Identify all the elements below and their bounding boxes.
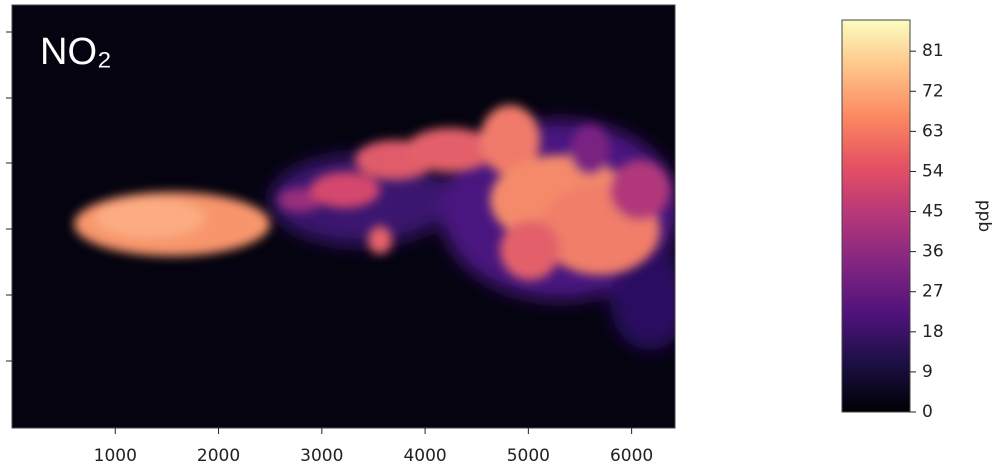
plume-field — [74, 105, 675, 350]
x-tick-label: 6000 — [610, 446, 653, 466]
colorbar-tick-label: 81 — [922, 41, 944, 61]
x-tick-label: 5000 — [507, 446, 550, 466]
colorbar — [841, 19, 911, 413]
colorbar-tick-label: 0 — [922, 402, 933, 422]
colorbar-tick-label: 9 — [922, 362, 933, 382]
colorbar-label: ppb — [974, 200, 994, 232]
colorbar-tick-label: 27 — [922, 282, 944, 302]
colorbar-tick-label: 45 — [922, 202, 944, 222]
annotation: NO₂ — [40, 31, 112, 73]
x-tick-label: 3000 — [300, 446, 343, 466]
x-tick-label: 2000 — [197, 446, 240, 466]
plot-frame — [11, 4, 676, 429]
colorbar-tick-label: 54 — [922, 161, 944, 181]
colorbar-tick-label: 18 — [922, 322, 944, 342]
colorbar-tick-label: 36 — [922, 242, 944, 262]
y-ticks — [6, 31, 12, 362]
x-tick-label: 1000 — [94, 446, 137, 466]
colorbar-tick-label: 72 — [922, 81, 944, 101]
x-tick-label: 4000 — [403, 446, 446, 466]
colorbar-tick-label: 63 — [922, 121, 944, 141]
